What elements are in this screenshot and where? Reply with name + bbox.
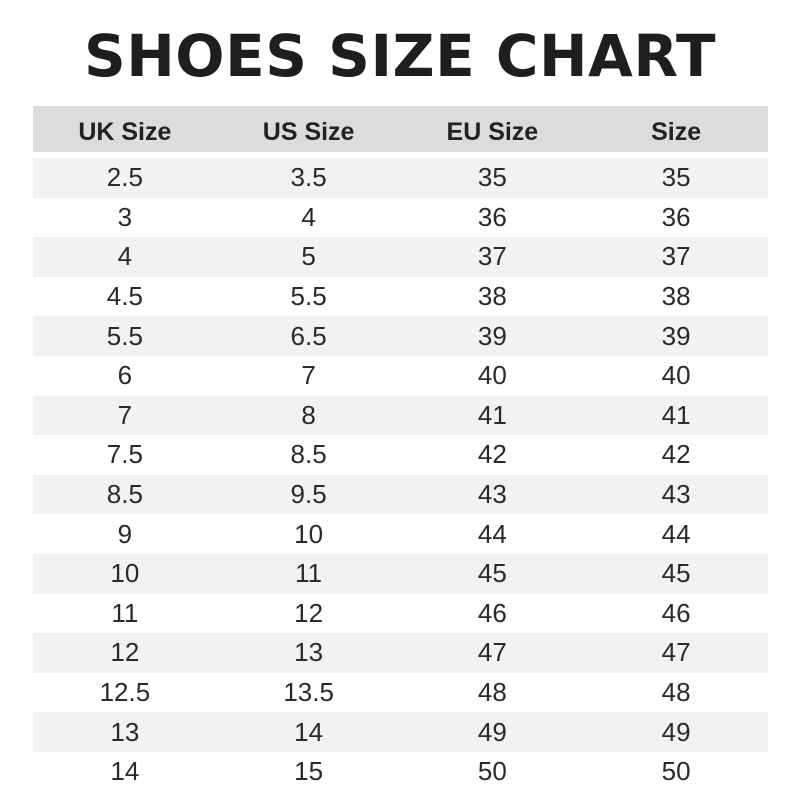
- table-cell: 10: [294, 518, 324, 549]
- table-cell: 47: [477, 637, 507, 668]
- column-header: US Size: [262, 117, 355, 146]
- table-cell: 13.5: [283, 677, 334, 708]
- table-cell: 42: [477, 439, 507, 470]
- table-cell: 8.5: [106, 479, 143, 510]
- size-table: UK Size US Size EU Size Size 2.5 3.5 35 35 3…: [33, 106, 768, 792]
- table-cell: 48: [661, 677, 691, 708]
- table-cell: 7: [117, 399, 133, 430]
- table-cell: 45: [661, 558, 691, 589]
- table-cell: 38: [661, 281, 691, 312]
- table-cell: 39: [661, 320, 691, 351]
- table-cell: 38: [477, 281, 507, 312]
- table-cell: 37: [661, 241, 691, 272]
- table-row: 2.5 3.5 35 35: [33, 158, 768, 198]
- table-cell: 9: [117, 518, 133, 549]
- table-cell: 44: [661, 518, 691, 549]
- table-cell: 8.5: [290, 439, 327, 470]
- table-row: 3 4 36 36: [33, 198, 768, 238]
- table-row: 4 5 37 37: [33, 237, 768, 277]
- table-row: 8.5 9.5 43 43: [33, 474, 768, 515]
- table-cell: 11: [295, 558, 323, 589]
- table-cell: 48: [477, 677, 507, 708]
- table-cell: 47: [661, 637, 691, 668]
- table-cell: 5.5: [290, 281, 327, 312]
- table-cell: 12.5: [99, 677, 151, 708]
- table-row: 11 12 46 46: [33, 594, 768, 634]
- table-cell: 45: [477, 558, 507, 589]
- table-body: 2.5 3.5 35 35 3 4 36 36 4 5 37 37 4.5 5.5 38 38 5.5 6.5 39…: [33, 158, 768, 792]
- table-cell: 3.5: [290, 162, 327, 193]
- table-cell: 39: [477, 320, 507, 351]
- table-cell: 4.5: [106, 281, 143, 312]
- table-cell: 37: [477, 241, 507, 272]
- table-cell: 6: [117, 360, 133, 391]
- table-cell: 3: [117, 201, 133, 232]
- table-cell: 42: [661, 439, 691, 470]
- table-row: 13 14 49 49: [33, 712, 768, 752]
- table-cell: 14: [294, 716, 324, 747]
- table-cell: 46: [477, 597, 507, 628]
- table-cell: 14: [110, 756, 140, 787]
- table-cell: 41: [477, 399, 507, 430]
- table-row: 9 10 44 44: [33, 514, 768, 554]
- table-cell: 13: [294, 637, 324, 668]
- table-cell: 10: [110, 558, 140, 589]
- table-cell: 13: [110, 716, 140, 747]
- table-cell: 6.5: [290, 320, 327, 351]
- table-cell: 50: [661, 756, 691, 787]
- table-header: UK Size US Size EU Size Size: [33, 106, 768, 152]
- table-cell: 9.5: [290, 479, 327, 510]
- column-header: UK Size: [78, 117, 172, 146]
- table-cell: 43: [477, 479, 507, 510]
- table-cell: 43: [661, 479, 691, 510]
- table-cell: 40: [477, 360, 507, 391]
- table-cell: 8: [301, 399, 316, 430]
- table-cell: 7: [301, 360, 316, 391]
- table-cell: 46: [661, 597, 691, 628]
- table-cell: 35: [661, 162, 691, 193]
- table-cell: 44: [477, 518, 507, 549]
- table-cell: 15: [294, 756, 324, 787]
- table-cell: 49: [477, 716, 507, 747]
- table-row: 7 8 41 41: [33, 395, 768, 436]
- table-cell: 41: [661, 399, 691, 430]
- table-row: 5.5 6.5 39 39: [33, 316, 768, 356]
- table-cell: 40: [661, 360, 691, 391]
- table-row: 12 13 47 47: [33, 633, 768, 673]
- table-cell: 50: [477, 756, 507, 787]
- table-cell: 5: [301, 241, 316, 272]
- table-row: 14 15 50 50: [33, 752, 768, 792]
- table-cell: 36: [477, 201, 507, 232]
- table-cell: 49: [661, 716, 691, 747]
- table-cell: 11: [111, 597, 139, 628]
- table-row: 10 11 45 45: [33, 553, 768, 594]
- table-row: 7.5 8.5 42 42: [33, 435, 768, 475]
- table-cell: 12: [294, 597, 324, 628]
- table-row: 4.5 5.5 38 38: [33, 277, 768, 317]
- table-cell: 5.5: [106, 320, 143, 351]
- table-cell: 7.5: [106, 439, 143, 470]
- table-cell: 4: [301, 201, 316, 232]
- table-cell: 2.5: [106, 162, 143, 193]
- column-header: EU Size: [446, 117, 539, 146]
- table-row: 12.5 13.5 48 48: [33, 673, 768, 713]
- table-cell: 4: [117, 241, 133, 272]
- table-cell: 12: [110, 637, 140, 668]
- chart-title: SHOES SIZE CHART: [83, 22, 717, 90]
- table-cell: 36: [661, 201, 691, 232]
- table-cell: 35: [477, 162, 507, 193]
- table-row: 6 7 40 40: [33, 356, 768, 396]
- column-header: Size: [651, 117, 702, 146]
